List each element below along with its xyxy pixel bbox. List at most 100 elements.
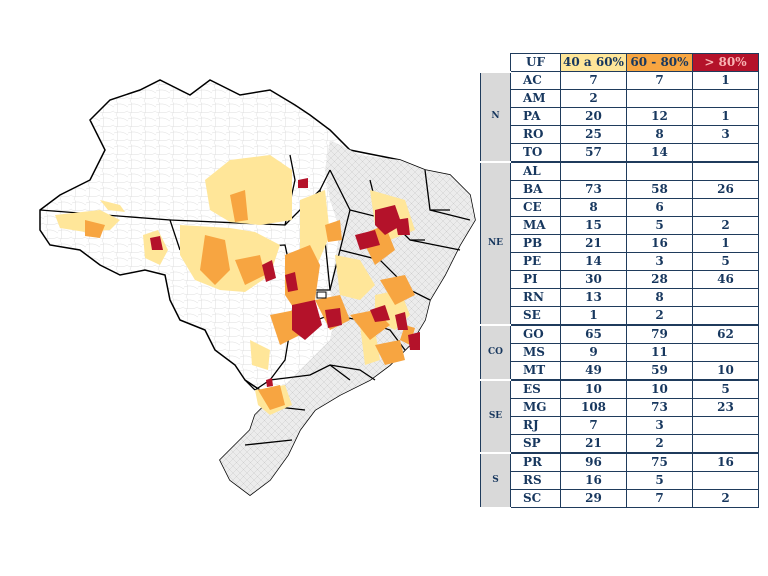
value-40-60: 10 [560, 379, 627, 399]
value-80: 46 [692, 270, 759, 289]
value-80: 23 [692, 398, 759, 417]
value-40-60: 30 [560, 270, 627, 289]
value-40-60: 7 [560, 71, 627, 90]
uf-cell: SC [510, 489, 561, 508]
region-label: N [480, 70, 511, 163]
value-60-80: 73 [626, 398, 693, 417]
value-60-80: 5 [626, 471, 693, 490]
value-40-60: 96 [560, 452, 627, 472]
table-row: AM 2 [481, 89, 759, 108]
value-60-80: 14 [626, 143, 693, 163]
value-80: 2 [692, 216, 759, 235]
value-40-60: 73 [560, 180, 627, 199]
value-40-60: 29 [560, 489, 627, 508]
class-40-60-areas [55, 155, 415, 415]
uf-cell: GO [510, 324, 561, 344]
value-60-80: 59 [626, 361, 693, 381]
table-row: SE ES 10 10 5 [480, 379, 759, 454]
value-80: 1 [692, 107, 759, 126]
table-row: PE 14 3 5 [481, 252, 759, 271]
table-row: NE AL [480, 161, 759, 326]
uf-cell: RN [510, 288, 561, 307]
uf-cell: PA [510, 107, 561, 126]
value-40-60 [560, 161, 627, 181]
uf-cell: PB [510, 234, 561, 253]
uf-cell: TO [510, 143, 561, 163]
table-row: MS 9 11 [481, 343, 759, 362]
table-row: RS 16 5 [481, 471, 759, 490]
value-60-80: 5 [626, 216, 693, 235]
class-80-areas [150, 178, 420, 387]
value-80 [692, 434, 759, 454]
value-80 [692, 143, 759, 163]
uf-cell: MA [510, 216, 561, 235]
value-80: 16 [692, 452, 759, 472]
value-80: 5 [692, 252, 759, 271]
uf-cell: MG [510, 398, 561, 417]
value-60-80 [626, 161, 693, 181]
value-60-80: 7 [626, 71, 693, 90]
uf-cell: AM [510, 89, 561, 108]
value-60-80: 2 [626, 306, 693, 326]
uf-cell: RO [510, 125, 561, 144]
value-80 [692, 343, 759, 362]
table-row: PA 20 12 1 [481, 107, 759, 126]
value-60-80: 28 [626, 270, 693, 289]
value-60-80: 16 [626, 234, 693, 253]
value-80 [692, 306, 759, 326]
value-40-60: 16 [560, 471, 627, 490]
value-60-80: 3 [626, 252, 693, 271]
value-80 [692, 288, 759, 307]
value-40-60: 25 [560, 125, 627, 144]
value-60-80: 7 [626, 489, 693, 508]
value-60-80: 6 [626, 198, 693, 217]
value-80: 2 [692, 489, 759, 508]
value-80: 10 [692, 361, 759, 381]
value-60-80: 10 [626, 379, 693, 399]
value-60-80: 3 [626, 416, 693, 435]
table-row: BA 73 58 26 [481, 180, 759, 199]
value-60-80: 11 [626, 343, 693, 362]
federal-district [316, 291, 327, 299]
value-40-60: 14 [560, 252, 627, 271]
value-60-80: 2 [626, 434, 693, 454]
value-80 [692, 89, 759, 108]
table-row: RJ 7 3 [481, 416, 759, 435]
value-40-60: 9 [560, 343, 627, 362]
value-60-80: 8 [626, 125, 693, 144]
table-row: TO 57 14 [481, 143, 759, 163]
table-row: CO GO 65 79 62 [480, 324, 759, 381]
table-row: PI 30 28 46 [481, 270, 759, 289]
uf-cell: RS [510, 471, 561, 490]
value-60-80: 12 [626, 107, 693, 126]
uf-cell: SP [510, 434, 561, 454]
header-80: > 80% [692, 53, 759, 72]
table-row: SC 29 7 2 [481, 489, 759, 508]
table-row: SP 21 2 [481, 434, 759, 454]
value-80 [692, 198, 759, 217]
table-row: PB 21 16 1 [481, 234, 759, 253]
value-60-80 [626, 89, 693, 108]
uf-cell: ES [510, 379, 561, 399]
value-80: 1 [692, 71, 759, 90]
table-row: SE 1 2 [481, 306, 759, 326]
header-40-60: 40 a 60% [560, 53, 627, 72]
uf-cell: RJ [510, 416, 561, 435]
header-60-80: 60 - 80% [626, 53, 693, 72]
uf-cell: AC [510, 71, 561, 90]
value-40-60: 57 [560, 143, 627, 163]
table-row: MG 108 73 23 [481, 398, 759, 417]
value-80: 5 [692, 379, 759, 399]
table-row: MT 49 59 10 [481, 361, 759, 381]
value-40-60: 2 [560, 89, 627, 108]
uf-cell: BA [510, 180, 561, 199]
brazil-map [39, 79, 476, 496]
uf-cell: PE [510, 252, 561, 271]
uf-cell: SE [510, 306, 561, 326]
region-label: SE [480, 379, 511, 454]
table-row: CE 8 6 [481, 198, 759, 217]
value-40-60: 65 [560, 324, 627, 344]
value-80: 62 [692, 324, 759, 344]
value-60-80: 79 [626, 324, 693, 344]
uf-cell: CE [510, 198, 561, 217]
